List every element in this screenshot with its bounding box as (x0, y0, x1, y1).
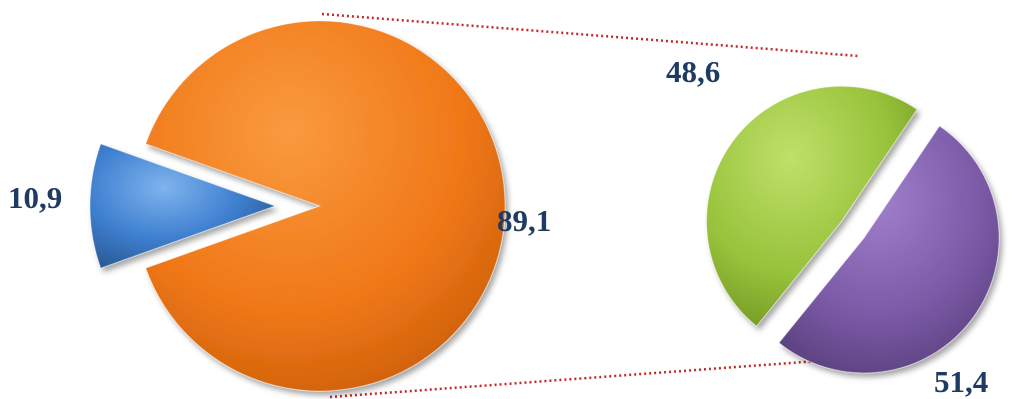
pie-slice-right-purple (778, 125, 1000, 374)
pie-slice-left-small (89, 143, 277, 269)
data-label-right-green: 48,6 (666, 54, 720, 89)
data-label-left-small: 10,9 (8, 180, 62, 215)
connector-line-bottom (329, 356, 859, 399)
data-label-right-purple: 51,4 (934, 364, 988, 399)
pie-slice-left-large (145, 20, 506, 392)
data-label-left-large: 89,1 (497, 203, 551, 238)
pie-slice-right-green (706, 85, 918, 327)
